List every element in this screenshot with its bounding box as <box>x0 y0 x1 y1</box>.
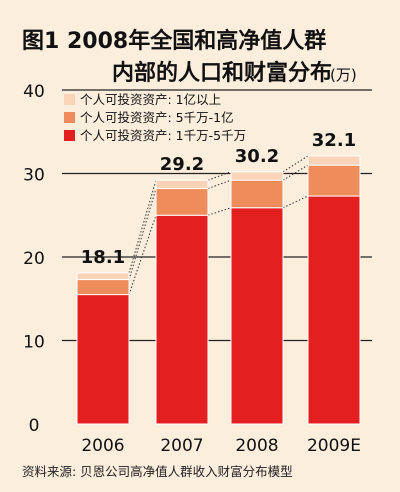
bar-segment-2008-s2 <box>230 179 284 209</box>
connector-line <box>282 164 309 181</box>
x-tick-label-2008: 2008 <box>235 436 278 456</box>
source-note: 资料来源: 贝恩公司高净值人群收入财富分布模型 <box>22 464 293 479</box>
total-label-2007: 29.2 <box>160 154 204 175</box>
total-label-2006: 18.1 <box>81 247 125 268</box>
total-label-2008: 30.2 <box>235 146 279 167</box>
bar-segment-2008-s3 <box>230 171 284 181</box>
connector-line <box>282 195 309 209</box>
connector-line <box>282 155 309 173</box>
bar-segment-2006-s2 <box>76 279 130 296</box>
x-tick-label-2009E: 2009E <box>307 436 361 456</box>
total-label-2009E: 32.1 <box>312 130 356 151</box>
connector-line <box>207 179 232 189</box>
bar-segment-2008-s1 <box>230 207 284 425</box>
legend-label-2: 个人可投资资产: 5千万-1亿 <box>80 110 234 125</box>
bar-segment-2009E-s3 <box>307 155 361 166</box>
bar-segment-2006-s1 <box>76 294 130 425</box>
connector-line <box>128 215 157 295</box>
y-tick-label: 30 <box>23 166 45 186</box>
legend-label-1: 个人可投资资产: 1千万-5千万 <box>80 128 246 143</box>
y-tick-label: 10 <box>23 333 45 353</box>
bar-segment-2007-s2 <box>155 188 209 216</box>
connector-line <box>128 180 157 274</box>
y-tick-label: 40 <box>23 82 45 102</box>
connector-line <box>207 171 232 181</box>
x-tick-label-2006: 2006 <box>81 436 124 456</box>
bar-segment-2006-s3 <box>76 272 130 281</box>
connector-layer <box>128 155 309 295</box>
bar-segment-2007-s3 <box>155 179 209 190</box>
bar-segment-2009E-s2 <box>307 164 361 197</box>
y-tick-label: 0 <box>29 416 40 436</box>
connector-line <box>128 188 157 280</box>
bar-segment-2009E-s1 <box>307 195 361 425</box>
legend-swatch-2 <box>64 112 75 123</box>
bar-segment-2007-s1 <box>155 214 209 425</box>
y-tick-label: 20 <box>23 249 45 269</box>
chart-title-line1: 图1 2008年全国和高净值人群 <box>22 28 326 54</box>
legend-swatch-3 <box>64 94 75 105</box>
x-tick-label-2007: 2007 <box>160 436 203 456</box>
label-layer: 18.1 2006 29.2 2007 30.2 2008 32.1 2009E <box>81 130 361 456</box>
legend-label-3: 个人可投资资产: 1亿以上 <box>80 92 221 107</box>
chart-title-line2: 内部的人口和财富分布 <box>112 60 332 86</box>
chart-title-unit: (万) <box>330 66 357 84</box>
legend-swatch-1 <box>64 130 75 141</box>
connector-line <box>207 207 232 216</box>
bar-layer <box>76 155 361 425</box>
